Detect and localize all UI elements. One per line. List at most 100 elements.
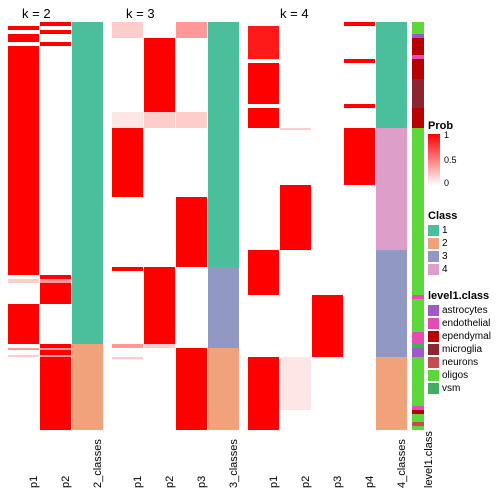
- legend-item: oligos: [428, 369, 491, 381]
- heatmap-cell: [248, 357, 279, 430]
- heatmap-cell: [344, 185, 375, 356]
- heatmap-cell: [112, 112, 143, 128]
- heatmap-cell: [312, 22, 343, 295]
- colorbar: [428, 134, 440, 186]
- x-axis-label: p1: [28, 476, 40, 488]
- tick-label: 0.5: [444, 155, 457, 165]
- legend-swatch: [428, 264, 439, 275]
- heatmap-cell: [412, 299, 424, 332]
- heatmap-cell: [208, 22, 239, 267]
- legend-label: oligos: [442, 370, 468, 381]
- legend-swatch: [428, 305, 439, 316]
- heatmap-column: [40, 22, 71, 430]
- x-axis-label: p2: [60, 476, 72, 488]
- legend-swatch: [428, 344, 439, 355]
- class-legend: Class1234: [428, 210, 457, 276]
- heatmap-cell: [376, 357, 407, 430]
- heatmap-cell: [208, 348, 239, 430]
- legend-swatch: [428, 318, 439, 329]
- heatmap-cell: [176, 267, 207, 349]
- heatmap-column: [208, 22, 239, 430]
- legend-title: Class: [428, 210, 457, 222]
- legend-title: Prob: [428, 120, 453, 132]
- heatmap-cell: [72, 344, 103, 430]
- heatmap-cell: [376, 128, 407, 185]
- legend-item: neurons: [428, 356, 491, 368]
- legend-label: endothelial: [442, 318, 490, 329]
- heatmap-column: [248, 22, 279, 430]
- legend-item: 2: [428, 237, 457, 249]
- heatmap-cell: [176, 197, 207, 266]
- legend-swatch: [428, 238, 439, 249]
- legend-swatch: [428, 225, 439, 236]
- heatmap-cell: [40, 34, 71, 42]
- heatmap-cell: [376, 295, 407, 356]
- heatmap-column: [280, 22, 311, 430]
- heatmap-cell: [40, 283, 71, 303]
- heatmap-cell: [8, 34, 39, 42]
- heatmap-cell: [344, 357, 375, 430]
- legend-item: vsm: [428, 382, 491, 394]
- heatmap-cell: [248, 26, 279, 59]
- x-axis-label: p3: [332, 476, 344, 488]
- x-axis-label: p1: [268, 476, 280, 488]
- heatmap-cell: [40, 304, 71, 345]
- heatmap-cell: [412, 22, 424, 34]
- heatmap-cell: [280, 22, 311, 128]
- heatmap-cell: [112, 348, 143, 356]
- x-axis-label: 4_classes: [396, 439, 408, 488]
- heatmap-cell: [344, 63, 375, 104]
- panel-title: k = 2: [22, 6, 51, 21]
- heatmap-cell: [248, 250, 279, 295]
- heatmap-cell: [112, 38, 143, 111]
- heatmap-cell: [344, 26, 375, 59]
- heatmap-cell: [8, 357, 39, 430]
- legend-item: astrocytes: [428, 304, 491, 316]
- legend-swatch: [428, 370, 439, 381]
- heatmap-cell: [248, 108, 279, 128]
- x-axis-label: 2_classes: [92, 439, 104, 488]
- heatmap-column: [8, 22, 39, 430]
- heatmap-cell: [112, 22, 143, 38]
- heatmap-cell: [412, 332, 424, 344]
- heatmap-cell: [40, 46, 71, 274]
- legend-item: 4: [428, 263, 457, 275]
- heatmap-cell: [280, 130, 311, 185]
- heatmap-cell: [412, 38, 424, 54]
- legend-swatch: [428, 383, 439, 394]
- heatmap-cell: [112, 197, 143, 266]
- heatmap-column: [312, 22, 343, 430]
- legend-label: vsm: [442, 383, 460, 394]
- heatmap-cell: [144, 348, 175, 430]
- heatmap-column: [376, 22, 407, 430]
- legend-item: microglia: [428, 343, 491, 355]
- legend-title: level1.class: [428, 290, 491, 302]
- heatmap-cell: [312, 295, 343, 356]
- heatmap-column: [144, 22, 175, 430]
- x-axis-label: p1: [132, 476, 144, 488]
- tick-label: 0: [444, 178, 449, 188]
- heatmap-cell: [376, 250, 407, 295]
- heatmap-cell: [412, 128, 424, 295]
- heatmap-cell: [412, 59, 424, 79]
- heatmap-cell: [344, 128, 375, 185]
- heatmap-cell: [144, 38, 175, 111]
- heatmap-cell: [112, 271, 143, 344]
- heatmap-panel: [248, 22, 408, 430]
- heatmap-cell: [412, 79, 424, 108]
- legend-swatch: [428, 251, 439, 262]
- heatmap-cell: [8, 46, 39, 274]
- legend-label: neurons: [442, 357, 478, 368]
- tick-label: 1: [444, 130, 449, 140]
- panel-title: k = 4: [280, 6, 309, 21]
- level1-column: [412, 22, 424, 430]
- heatmap-cell: [248, 128, 279, 250]
- heatmap-cell: [248, 295, 279, 356]
- legend-label: 1: [442, 225, 448, 236]
- heatmap-cell: [280, 410, 311, 430]
- panel-title: k = 3: [126, 6, 155, 21]
- heatmap-cell: [312, 357, 343, 430]
- legend-item: ependymal: [428, 330, 491, 342]
- x-axis-label: level1.class: [423, 431, 435, 488]
- heatmap-cell: [412, 357, 424, 406]
